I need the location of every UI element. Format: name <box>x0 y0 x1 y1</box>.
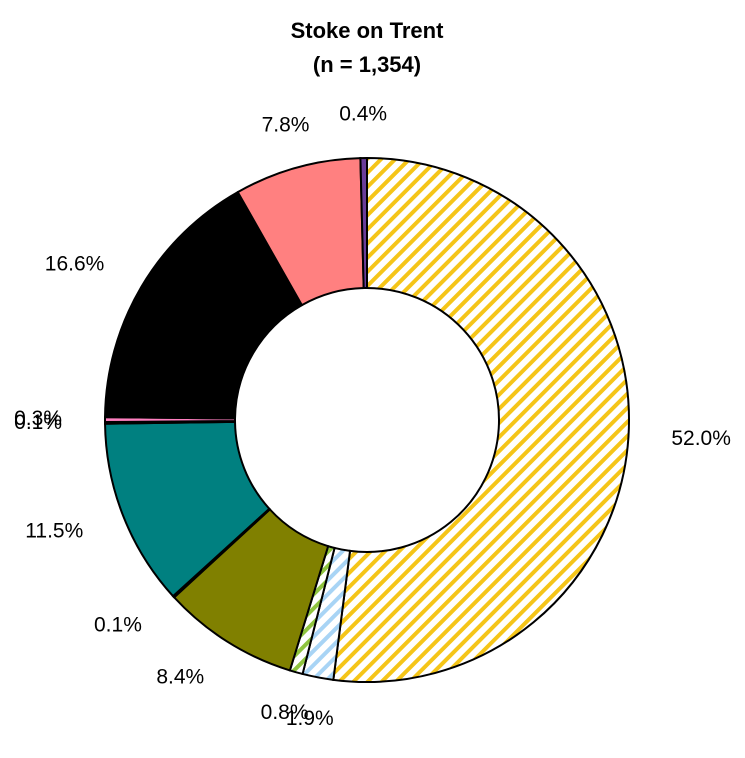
data-label: 7.8% <box>262 114 310 137</box>
data-label: 0.1% <box>94 613 142 636</box>
data-label: 52.0% <box>671 427 731 450</box>
donut-segment <box>359 156 368 290</box>
data-label: 0.8% <box>261 701 309 724</box>
data-label: 0.3% <box>14 407 62 430</box>
data-label: 16.6% <box>45 253 105 276</box>
data-label: 0.1% <box>14 411 62 434</box>
chart-title: Stoke on Trent <box>291 18 444 43</box>
donut-segment <box>104 420 271 598</box>
donut-segment <box>332 156 630 683</box>
data-label: 11.5% <box>25 519 83 542</box>
data-label: 1.9% <box>286 707 334 730</box>
chart-subtitle: (n = 1,354) <box>313 52 421 77</box>
data-label: 0.4% <box>339 103 387 126</box>
donut-segment <box>104 190 304 420</box>
data-label: 8.4% <box>156 665 204 688</box>
